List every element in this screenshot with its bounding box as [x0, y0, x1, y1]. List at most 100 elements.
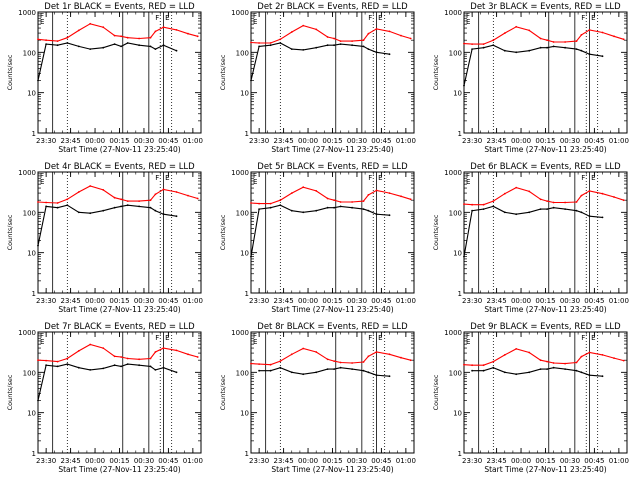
events-point: [601, 55, 604, 58]
events-point: [120, 45, 122, 48]
lld-point: [279, 38, 282, 41]
flag-label: F: [466, 332, 470, 340]
lld-point: [539, 37, 542, 40]
events-point: [126, 363, 129, 365]
y-tick-label: 100: [23, 49, 36, 57]
flag-label: F: [581, 334, 585, 342]
events-point: [37, 244, 39, 247]
flag-label: E: [253, 338, 257, 346]
lld-point: [326, 197, 329, 200]
y-axis-label: Counts/sec: [6, 54, 14, 90]
flag-label: E: [466, 338, 470, 346]
events-point: [546, 46, 548, 49]
plot-frame: [463, 331, 628, 454]
lld-point: [302, 186, 305, 189]
lld-point: [601, 31, 604, 34]
lld-point: [138, 37, 141, 40]
lld-point: [362, 200, 365, 203]
y-tick-label: 1: [32, 450, 36, 458]
lld-series-line: [37, 23, 198, 42]
lld-point: [102, 347, 105, 349]
x-tick-label: 00:15: [535, 457, 555, 465]
events-point: [564, 208, 566, 211]
y-tick-label: 1000: [444, 9, 462, 17]
panel-det-4: Det 4r BLACK = Events, RED = LLD 1 10 100 10…: [6, 162, 203, 314]
flag-label: F: [466, 172, 470, 180]
plot-frame: [463, 171, 628, 294]
lld-point: [580, 34, 583, 36]
lld-point: [601, 192, 604, 195]
events-point: [482, 369, 485, 372]
events-point: [290, 48, 293, 50]
x-tick-label: 00:00: [511, 297, 531, 305]
flag-label: E: [591, 334, 595, 342]
lld-point: [302, 24, 305, 27]
lld-series-line: [250, 347, 411, 366]
y-axis-label: Counts/sec: [219, 374, 227, 410]
events-point: [528, 211, 531, 214]
panel-det-3: Det 3r BLACK = Events, RED = LLD 1 10 100 10…: [432, 2, 629, 154]
flag-label: F: [155, 334, 159, 342]
lld-point: [290, 353, 293, 356]
x-axis-label: Start Time (27-Nov-11 23:25:40): [484, 145, 606, 154]
y-tick-label: 1: [245, 450, 249, 458]
flag-label: F: [581, 14, 585, 22]
lld-point: [552, 201, 555, 204]
plot-frame: [250, 11, 415, 134]
lld-point: [588, 190, 591, 192]
events-point: [388, 53, 391, 56]
lld-point: [400, 195, 402, 198]
panel-title: Det 3r BLACK = Events, RED = LLD: [470, 2, 621, 12]
x-tick-label: 01:00: [609, 137, 629, 145]
events-point: [601, 216, 604, 219]
x-tick-label: 23:30: [249, 137, 269, 145]
x-axis-label: Start Time (27-Nov-11 23:25:40): [484, 465, 606, 474]
events-point: [515, 373, 518, 376]
y-axis-label: Counts/sec: [219, 54, 227, 90]
events-point: [302, 373, 305, 376]
lld-point: [120, 356, 122, 358]
events-point: [154, 48, 157, 50]
lld-point: [367, 32, 370, 35]
events-point: [552, 366, 555, 369]
events-point: [339, 205, 342, 208]
events-point: [471, 209, 473, 212]
panel-title: Det 6r BLACK = Events, RED = LLD: [470, 162, 621, 172]
events-point: [279, 204, 282, 207]
panel-det-5: Det 5r BLACK = Events, RED = LLD 1 10 100 10…: [219, 162, 416, 314]
lld-point: [258, 363, 260, 365]
flag-label: E: [591, 174, 595, 182]
events-point: [290, 371, 293, 374]
flag-label: E: [40, 338, 44, 346]
lld-point: [250, 202, 252, 204]
events-point: [326, 44, 329, 47]
events-point: [113, 43, 116, 45]
events-point: [162, 213, 165, 216]
lld-point: [546, 360, 548, 363]
lld-point: [37, 38, 39, 41]
lld-series-line: [250, 25, 411, 44]
lld-point: [126, 36, 129, 39]
lld-point: [575, 201, 578, 203]
lld-point: [339, 201, 342, 203]
panel-det-8: Det 8r BLACK = Events, RED = LLD 1 10 100 10…: [219, 322, 416, 474]
lld-point: [471, 203, 473, 206]
lld-point: [56, 40, 59, 42]
x-tick-label: 01:00: [183, 457, 203, 465]
events-point: [515, 51, 518, 54]
x-axis-label: Start Time (27-Nov-11 23:25:40): [58, 145, 180, 154]
lld-point: [250, 362, 252, 365]
lld-point: [362, 39, 365, 42]
lld-point: [482, 43, 485, 45]
events-point: [471, 48, 473, 50]
events-point: [113, 206, 116, 209]
lld-point: [351, 40, 353, 42]
events-point: [89, 369, 92, 371]
panel-det-2: Det 2r BLACK = Events, RED = LLD 1 10 100 10…: [219, 2, 416, 154]
lld-point: [126, 357, 129, 360]
events-point: [552, 206, 555, 209]
x-tick-label: 00:15: [322, 297, 342, 305]
x-axis-label: Start Time (27-Nov-11 23:25:40): [271, 145, 393, 154]
lld-point: [113, 34, 116, 37]
